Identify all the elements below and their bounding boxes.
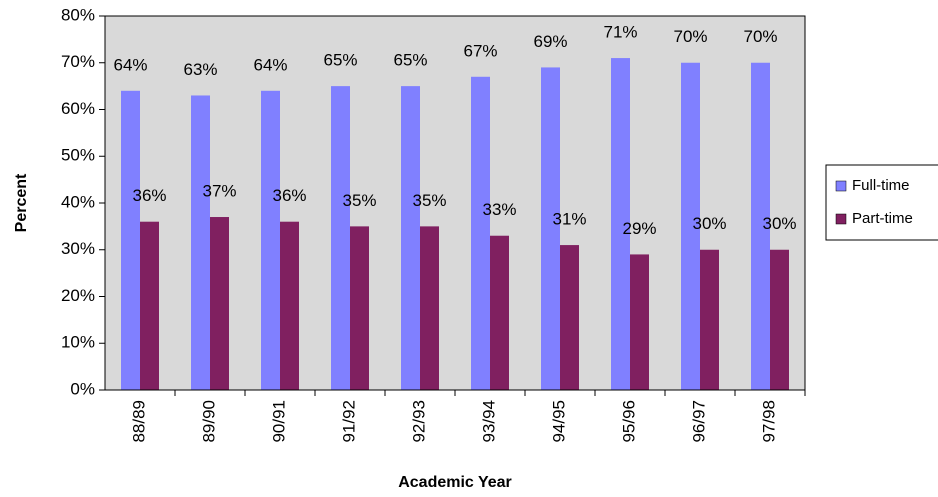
bar — [420, 226, 439, 390]
value-label: 36% — [132, 186, 166, 205]
y-tick-label: 50% — [61, 146, 95, 165]
value-label: 36% — [272, 186, 306, 205]
bar — [560, 245, 579, 390]
y-tick-label: 60% — [61, 99, 95, 118]
x-tick-label: 88/89 — [129, 400, 148, 443]
y-tick-label: 70% — [61, 52, 95, 71]
bar — [261, 90, 280, 391]
bar — [681, 62, 700, 390]
x-tick-label: 94/95 — [549, 400, 568, 443]
x-axis-title: Academic Year — [398, 474, 512, 491]
y-tick-label: 20% — [61, 286, 95, 305]
value-label: 67% — [463, 41, 497, 60]
value-label: 35% — [342, 191, 376, 210]
value-label: 69% — [533, 32, 567, 51]
bar — [700, 249, 719, 390]
bar — [751, 62, 770, 390]
x-tick-label: 96/97 — [689, 400, 708, 443]
y-tick-label: 80% — [61, 5, 95, 24]
bar — [121, 90, 140, 391]
y-tick-label: 40% — [61, 192, 95, 211]
y-tick-label: 10% — [61, 333, 95, 352]
bar — [140, 221, 159, 390]
legend-label: Full-time — [852, 177, 910, 194]
value-label: 65% — [393, 51, 427, 70]
value-label: 29% — [622, 219, 656, 238]
x-tick-label: 91/92 — [339, 400, 358, 443]
value-label: 64% — [253, 55, 287, 74]
bar — [191, 95, 210, 390]
value-label: 33% — [482, 200, 516, 219]
x-tick-label: 93/94 — [479, 400, 498, 443]
value-label: 64% — [113, 55, 147, 74]
x-tick-label: 89/90 — [199, 400, 218, 443]
bar — [630, 254, 649, 390]
bar — [541, 67, 560, 391]
legend-box — [825, 164, 938, 241]
legend-label: Part-time — [852, 210, 913, 227]
bar — [331, 86, 350, 390]
value-label: 65% — [323, 51, 357, 70]
bar — [611, 58, 630, 390]
bar — [350, 226, 369, 390]
value-label: 30% — [692, 214, 726, 233]
y-tick-label: 30% — [61, 239, 95, 258]
value-label: 35% — [412, 191, 446, 210]
x-tick-label: 95/96 — [619, 400, 638, 443]
x-tick-label: 92/93 — [409, 400, 428, 443]
bar — [210, 217, 229, 390]
x-tick-label: 90/91 — [269, 400, 288, 443]
value-label: 30% — [762, 214, 796, 233]
bar — [401, 86, 420, 390]
value-label: 37% — [202, 182, 236, 201]
value-label: 70% — [673, 27, 707, 46]
bar — [471, 76, 490, 391]
value-label: 70% — [743, 27, 777, 46]
bar — [490, 235, 509, 390]
bar — [280, 221, 299, 390]
value-label: 31% — [552, 210, 586, 229]
y-axis-title: Percent — [13, 173, 30, 232]
y-tick-label: 0% — [70, 379, 95, 398]
x-tick-label: 97/98 — [759, 400, 778, 443]
value-label: 71% — [603, 23, 637, 42]
legend-swatch — [835, 180, 847, 192]
legend-swatch — [835, 213, 847, 225]
value-label: 63% — [183, 60, 217, 79]
bar — [770, 249, 789, 390]
